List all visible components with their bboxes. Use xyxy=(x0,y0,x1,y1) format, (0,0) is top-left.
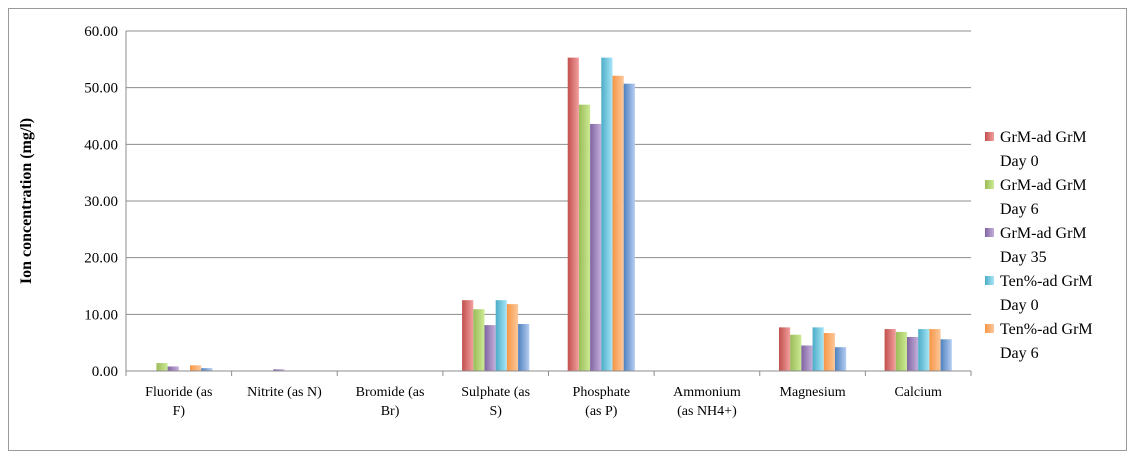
legend-swatch xyxy=(985,228,994,237)
legend-swatch xyxy=(985,276,994,285)
bar xyxy=(790,334,802,371)
bar xyxy=(484,325,496,371)
bar xyxy=(518,323,530,371)
legend-label: Ten%-ad GrM Day 6 xyxy=(1000,321,1093,362)
bar xyxy=(906,337,919,371)
legend-label: GrM-ad GrM Day 6 xyxy=(1000,177,1087,218)
y-tick-label: 30.00 xyxy=(84,194,118,210)
y-tick-label: 20.00 xyxy=(84,251,118,267)
bar xyxy=(156,363,168,371)
legend: GrM-ad GrM Day 0 GrM-ad GrM Day 6 GrM-ad GrM… xyxy=(985,129,1093,362)
legend-swatch xyxy=(985,132,994,141)
bar xyxy=(567,57,579,371)
y-tick-label: 10.00 xyxy=(84,307,118,323)
y-tick-label: 0.00 xyxy=(92,364,118,380)
bar xyxy=(601,57,613,371)
bar xyxy=(778,327,791,371)
bar xyxy=(473,309,485,371)
x-category-label: Magnesium xyxy=(780,385,846,400)
chart-area: 0.00 10.00 20.00 30.00 40.00 50.00 60.00 Fluori… xyxy=(8,8,1127,451)
x-category-label: Fluoride (as F) xyxy=(145,385,212,419)
bar xyxy=(940,339,952,371)
bar-chart: 0.00 10.00 20.00 30.00 40.00 50.00 60.00 Fluori… xyxy=(18,24,1093,419)
y-tick-label: 50.00 xyxy=(84,81,118,97)
bar xyxy=(590,123,602,372)
bar xyxy=(578,104,591,372)
bar xyxy=(612,75,624,372)
bar xyxy=(823,333,835,371)
y-tick-label: 40.00 xyxy=(84,137,118,153)
legend-label: GrM-ad GrM Day 0 xyxy=(1000,129,1087,170)
bar xyxy=(273,369,285,371)
y-axis-title: Ion concentration (mg/l) xyxy=(18,118,35,284)
bar xyxy=(167,366,179,371)
x-category-label: Nitrite (as N) xyxy=(247,385,322,400)
bar xyxy=(506,304,519,371)
legend-swatch xyxy=(985,180,994,189)
axes: 0.00 10.00 20.00 30.00 40.00 50.00 60.00 Fluori… xyxy=(84,24,972,419)
bars xyxy=(156,57,952,372)
bar xyxy=(623,83,635,371)
bar xyxy=(884,329,896,371)
bar xyxy=(495,300,507,371)
x-category-label: Calcium xyxy=(894,385,942,400)
x-category-label: Ammonium (as NH4+) xyxy=(673,385,741,419)
gridlines xyxy=(126,30,971,315)
legend-label: GrM-ad GrM Day 35 xyxy=(1000,225,1087,266)
x-category-label: Sulphate (as S) xyxy=(461,385,530,419)
x-category-label: Phosphate (as P) xyxy=(573,385,631,419)
bar xyxy=(462,300,474,371)
bar xyxy=(929,329,941,371)
bar xyxy=(190,365,202,371)
legend-label: Ten%-ad GrM Day 0 xyxy=(1000,273,1093,314)
bar xyxy=(812,327,824,371)
bar xyxy=(918,329,930,371)
bar xyxy=(834,347,847,371)
x-category-label: Bromide (as Br) xyxy=(356,385,425,419)
y-tick-label: 60.00 xyxy=(84,24,118,40)
bar xyxy=(895,331,907,371)
bar xyxy=(201,368,213,371)
bar xyxy=(801,345,813,371)
legend-swatch xyxy=(985,324,994,333)
